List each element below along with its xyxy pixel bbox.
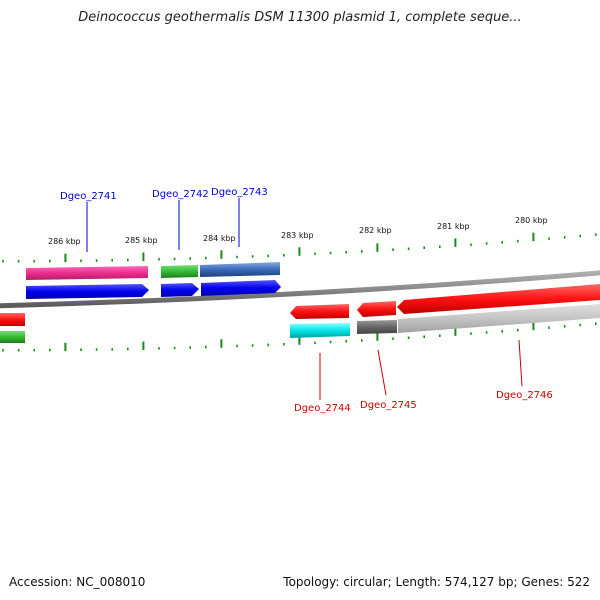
- gene-label-dgeo-2745[interactable]: Dgeo_2745: [360, 400, 417, 411]
- gene-label-leaders: [86, 198, 523, 400]
- gene-dgeo-2744[interactable]: [290, 323, 350, 338]
- accession-label: Accession: NC_008010: [9, 575, 146, 589]
- scale-label-284: 284 kbp: [203, 234, 236, 243]
- scale-label-283: 283 kbp: [281, 231, 314, 240]
- gene-dgeo-2743[interactable]: [200, 262, 280, 277]
- scale-label-286: 286 kbp: [48, 237, 81, 246]
- scale-label-282: 282 kbp: [359, 226, 392, 235]
- backbone-arc: [0, 270, 600, 309]
- gene-label-dgeo-2741[interactable]: Dgeo_2741: [60, 191, 117, 202]
- gene-arrow-dgeo-2746[interactable]: [397, 284, 600, 314]
- scale-ticks-top: [2, 232, 597, 263]
- gene-label-dgeo-2746[interactable]: Dgeo_2746: [496, 390, 553, 401]
- gene-arrow-dgeo-2745[interactable]: [357, 301, 396, 317]
- scale-label-281: 281 kbp: [437, 222, 470, 231]
- scale-label-285: 285 kbp: [125, 236, 158, 245]
- scale-label-280: 280 kbp: [515, 216, 548, 225]
- gene-dgeo-2746[interactable]: [398, 304, 600, 333]
- gene-partial-left-red[interactable]: [0, 313, 25, 326]
- scale-labels: 286 kbp 285 kbp 284 kbp 283 kbp 282 kbp …: [48, 216, 548, 246]
- gene-label-dgeo-2744[interactable]: Dgeo_2744: [294, 403, 351, 414]
- gene-dgeo-2745[interactable]: [357, 320, 397, 334]
- gene-arrow-dgeo-2741[interactable]: [26, 284, 149, 299]
- reverse-genes: [0, 284, 600, 343]
- gene-label-dgeo-2743[interactable]: Dgeo_2743: [211, 187, 268, 198]
- gene-arrow-dgeo-2742[interactable]: [161, 283, 199, 297]
- page-title: Deinococcus geothermalis DSM 11300 plasm…: [78, 10, 522, 25]
- gene-arrow-dgeo-2743[interactable]: [201, 280, 281, 296]
- scale-ticks-bottom: [2, 321, 597, 352]
- gene-arrow-dgeo-2744[interactable]: [290, 304, 349, 319]
- genome-summary: Topology: circular; Length: 574,127 bp; …: [283, 575, 590, 589]
- gene-partial-left-green[interactable]: [0, 331, 25, 343]
- gene-dgeo-2742[interactable]: [161, 265, 198, 278]
- forward-genes: [26, 262, 281, 299]
- gene-label-dgeo-2742[interactable]: Dgeo_2742: [152, 189, 209, 200]
- gene-dgeo-2741[interactable]: [26, 266, 148, 280]
- gene-labels: Dgeo_2741 Dgeo_2742 Dgeo_2743 Dgeo_2744 …: [60, 187, 553, 414]
